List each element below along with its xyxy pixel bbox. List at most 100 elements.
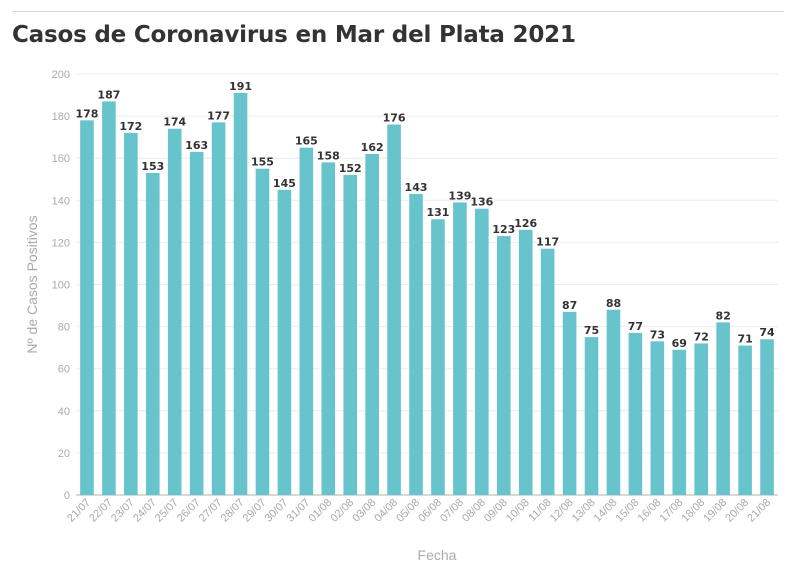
x-tick-label: 27/07 (197, 497, 225, 525)
bar (606, 309, 621, 495)
y-tick-label: 20 (58, 448, 70, 460)
x-tick-label: 26/07 (175, 497, 203, 525)
y-tick-label: 100 (52, 280, 70, 292)
x-tick-label: 19/08 (701, 497, 729, 525)
x-tick-label: 07/08 (438, 497, 466, 525)
bar (124, 132, 138, 495)
data-label: 163 (185, 139, 208, 152)
x-tick-label: 22/07 (87, 497, 115, 525)
x-tick-label: 31/07 (285, 497, 313, 525)
data-label: 143 (405, 181, 428, 194)
bar (233, 92, 248, 495)
bar (102, 101, 116, 496)
data-label: 174 (163, 116, 186, 129)
x-tick-label: 12/08 (548, 497, 576, 525)
x-tick-label: 29/07 (241, 497, 269, 525)
data-label: 73 (650, 328, 665, 341)
y-tick-label: 60 (58, 364, 70, 376)
data-label: 74 (759, 326, 775, 339)
bar (80, 120, 94, 495)
data-label: 136 (470, 196, 493, 209)
data-label: 187 (97, 88, 120, 101)
bar (694, 343, 709, 495)
x-tick-label: 25/07 (153, 497, 181, 525)
data-label: 176 (383, 112, 406, 125)
x-tick-label: 30/07 (263, 497, 291, 525)
x-tick-label: 05/08 (394, 497, 422, 525)
y-tick-label: 0 (64, 490, 70, 502)
data-label: 75 (584, 324, 599, 337)
bar (650, 341, 665, 495)
bar (343, 175, 358, 496)
y-tick-label: 40 (58, 406, 70, 418)
x-tick-label: 17/08 (657, 497, 685, 525)
y-tick-label: 80 (58, 322, 70, 334)
bar (409, 193, 423, 496)
bars (80, 92, 774, 496)
y-tick-label: 120 (52, 237, 70, 249)
bar (145, 172, 160, 495)
bar (453, 202, 467, 495)
data-label: 77 (628, 320, 643, 333)
x-axis-ticks: 21/0722/0723/0724/0725/0726/0727/0728/07… (65, 497, 773, 525)
x-tick-label: 20/08 (723, 497, 751, 525)
y-axis-ticks: 0 20 40 60 80 100 120 140 160 180 200 (52, 69, 70, 502)
data-label: 72 (694, 330, 709, 343)
bar (299, 147, 314, 496)
chart-title: Casos de Coronavirus en Mar del Plata 20… (12, 22, 576, 48)
bar (628, 332, 643, 495)
bar (738, 345, 752, 495)
top-divider (12, 11, 784, 12)
data-label: 117 (536, 236, 559, 249)
bar (540, 248, 555, 495)
bar (321, 162, 336, 495)
data-label: 139 (448, 189, 471, 202)
x-tick-label: 28/07 (219, 497, 247, 525)
data-label: 158 (317, 149, 340, 162)
bar (760, 339, 774, 495)
bar (167, 128, 182, 496)
bar (365, 153, 379, 496)
bar (255, 168, 270, 495)
data-label: 145 (273, 177, 296, 190)
bar (277, 189, 292, 495)
x-tick-label: 15/08 (614, 497, 642, 525)
bar (496, 236, 511, 495)
data-label: 152 (339, 162, 362, 175)
y-tick-label: 200 (52, 69, 70, 81)
data-label: 87 (562, 299, 577, 312)
bar (562, 311, 577, 495)
data-label: 88 (606, 297, 621, 310)
y-tick-label: 140 (52, 195, 70, 207)
y-tick-label: 180 (52, 111, 70, 123)
data-label: 126 (514, 217, 537, 230)
bar (475, 208, 489, 495)
x-tick-label: 10/08 (504, 497, 532, 525)
data-label: 69 (672, 337, 687, 350)
bar (431, 219, 445, 495)
data-label: 71 (737, 333, 752, 346)
x-tick-label: 21/08 (745, 497, 773, 525)
x-tick-label: 09/08 (482, 497, 510, 525)
bar (211, 122, 226, 495)
x-axis-title: Fecha (418, 547, 457, 563)
x-tick-label: 04/08 (372, 497, 400, 525)
x-tick-label: 18/08 (679, 497, 707, 525)
bar (716, 322, 730, 495)
x-tick-label: 14/08 (592, 497, 620, 525)
data-label: 82 (716, 309, 731, 322)
x-tick-label: 03/08 (350, 497, 378, 525)
x-tick-label: 06/08 (416, 497, 444, 525)
data-label: 177 (207, 109, 230, 122)
data-label: 191 (229, 80, 252, 93)
y-tick-label: 160 (52, 153, 70, 165)
bar (584, 337, 599, 495)
data-label: 165 (295, 135, 318, 148)
bar (672, 349, 687, 495)
x-tick-label: 13/08 (570, 497, 598, 525)
bar (518, 229, 533, 495)
y-axis-title: Nº de Casos Positivos (24, 215, 40, 353)
data-label: 123 (492, 223, 515, 236)
